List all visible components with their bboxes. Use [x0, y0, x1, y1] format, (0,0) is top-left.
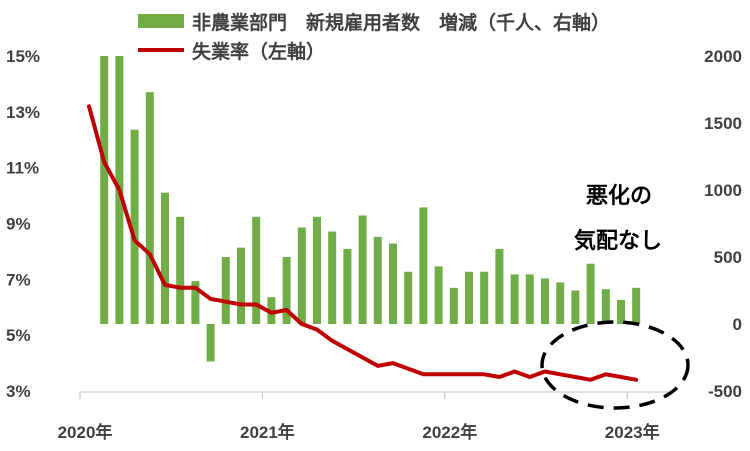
y-right-tick-label: -500 [708, 382, 742, 401]
bar [176, 216, 185, 324]
bar [541, 278, 549, 324]
bar [343, 248, 352, 324]
bar [404, 271, 413, 324]
y-left-axis: 15% 13% 11% 9% 7% 5% 3% [6, 47, 40, 401]
y-left-tick-label: 9% [6, 215, 31, 234]
bar [434, 266, 443, 324]
unemployment-rate-line [87, 104, 639, 382]
bar [373, 236, 382, 324]
bar-series [100, 56, 641, 362]
bar [617, 299, 625, 324]
y-right-tick-label: 500 [714, 248, 742, 267]
bar [100, 56, 109, 324]
bar [525, 274, 534, 324]
bar [465, 271, 473, 324]
bar [206, 324, 215, 362]
y-right-tick-label: 1000 [704, 181, 742, 200]
legend: 非農業部門 新規雇用者数 増減（千人、右軸） 失業率（左軸） [138, 11, 610, 63]
y-right-tick-label: 1500 [704, 114, 742, 133]
annotation: 悪化の 気配なし [540, 183, 690, 410]
bar [632, 287, 641, 324]
bar [601, 289, 610, 324]
bar [389, 243, 397, 324]
bar [449, 287, 458, 324]
y-left-tick-label: 11% [6, 159, 39, 178]
bar [237, 247, 245, 324]
bar [571, 290, 580, 324]
y-right-tick-label: 2000 [704, 47, 742, 66]
y-left-tick-label: 13% [6, 103, 40, 122]
x-tick-label: 2021年 [240, 422, 295, 442]
bar [328, 231, 337, 324]
annotation-line-2: 気配なし [574, 228, 662, 254]
bar [358, 215, 367, 324]
bar [145, 92, 154, 325]
bar [480, 271, 489, 324]
x-tick-label: 2023年 [605, 422, 660, 442]
bar [297, 227, 306, 324]
y-right-axis: 2000 1500 1000 500 0 -500 [704, 47, 742, 401]
bar [556, 282, 565, 324]
bar [313, 216, 321, 324]
legend-line-label: 失業率（左軸） [192, 40, 325, 63]
annotation-line-1: 悪化の [586, 183, 652, 209]
bar [419, 207, 428, 324]
y-left-tick-label: 5% [6, 326, 31, 345]
bar [191, 281, 200, 324]
bar [252, 216, 261, 324]
bar [221, 257, 230, 324]
y-left-tick-label: 3% [6, 382, 31, 401]
x-tick-label: 2022年 [422, 422, 477, 442]
y-left-tick-label: 7% [6, 270, 31, 289]
bar [495, 248, 504, 324]
bar [510, 274, 519, 324]
bar [586, 263, 595, 324]
y-left-tick-label: 15% [6, 47, 40, 66]
bar [161, 192, 169, 324]
bar [130, 129, 139, 324]
x-axis: 2020年 2021年 2022年 2023年 [58, 392, 660, 442]
x-tick-label: 2020年 [58, 422, 113, 442]
legend-bar-swatch [138, 14, 184, 28]
annotation-ellipse [540, 320, 690, 410]
legend-bar-label: 非農業部門 新規雇用者数 増減（千人、右軸） [192, 11, 610, 34]
bar [282, 257, 291, 324]
y-right-tick-label: 0 [733, 315, 742, 334]
